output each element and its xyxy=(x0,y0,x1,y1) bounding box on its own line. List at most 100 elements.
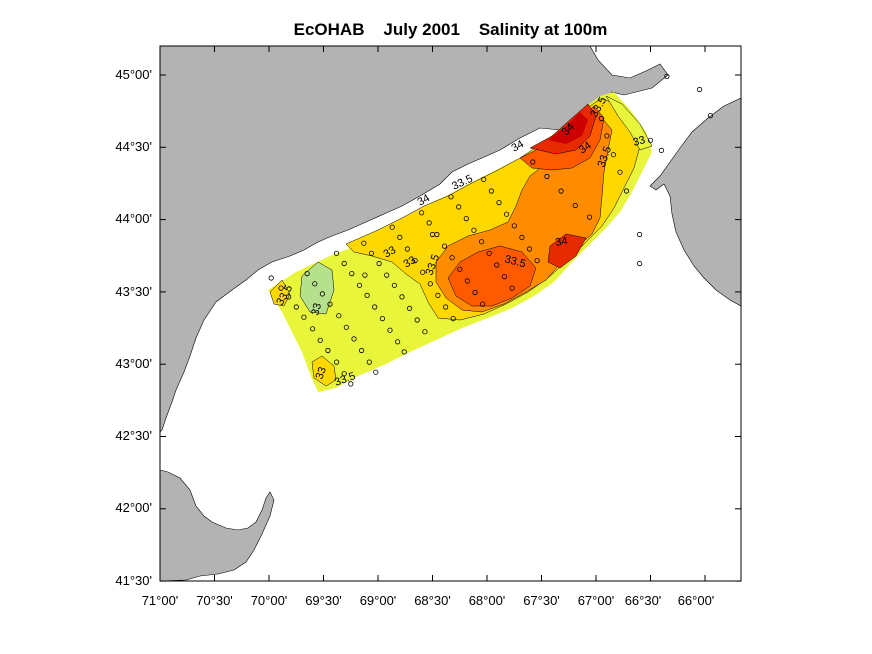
x-tick-label: 70°00' xyxy=(251,593,288,608)
station-marker xyxy=(519,234,525,240)
station-marker xyxy=(317,337,323,343)
station-marker xyxy=(464,278,470,284)
station-marker xyxy=(448,194,454,200)
land-nova-scotia xyxy=(649,97,741,307)
station-marker xyxy=(387,327,393,333)
station-marker xyxy=(463,216,469,222)
station-marker xyxy=(636,231,643,238)
station-marker xyxy=(494,262,500,268)
station-marker xyxy=(268,275,274,281)
x-tick-label: 66°30' xyxy=(625,593,662,608)
station-marker xyxy=(427,281,433,287)
station-marker xyxy=(422,329,428,335)
y-tick-label: 44°30' xyxy=(115,139,152,154)
station-marker xyxy=(636,260,643,267)
contour-label: 33 xyxy=(314,365,329,381)
station-marker xyxy=(604,133,610,139)
salinity-fill-32-5-east xyxy=(605,95,653,151)
contour-label: 34 xyxy=(510,138,527,155)
station-marker xyxy=(496,200,502,206)
salinity-fill-35-south xyxy=(547,233,587,269)
contour-label: 33 xyxy=(402,254,419,271)
station-marker xyxy=(399,294,405,300)
station-marker xyxy=(429,231,436,238)
station-marker xyxy=(351,336,357,342)
station-marker xyxy=(397,234,403,240)
contour-label: 33 xyxy=(309,302,324,317)
map-title: EcOHAB July 2001 Salinity at 100m xyxy=(293,20,608,39)
station-marker xyxy=(418,210,425,216)
y-tick-label: 44°00' xyxy=(115,211,152,226)
station-marker xyxy=(373,369,379,375)
station-marker xyxy=(358,347,365,354)
station-marker xyxy=(412,257,418,264)
station-marker xyxy=(406,305,413,311)
station-marker xyxy=(488,188,494,194)
station-marker xyxy=(304,270,310,277)
x-tick-label: 68°30' xyxy=(414,593,451,608)
contour-label: 34 xyxy=(554,235,568,249)
station-marker xyxy=(586,214,593,220)
station-marker xyxy=(401,349,407,355)
station-marker xyxy=(471,227,477,233)
station-marker xyxy=(319,291,325,297)
station-marker xyxy=(389,224,395,230)
salinity-fill-33-patch-west xyxy=(269,279,291,307)
x-tick-label: 70°30' xyxy=(196,593,233,608)
station-marker xyxy=(364,292,370,298)
station-marker xyxy=(327,301,333,307)
station-marker xyxy=(420,269,426,275)
station-marker xyxy=(544,173,550,180)
contour-label: 33 xyxy=(382,244,399,261)
station-marker xyxy=(617,169,623,175)
salinity-fill-35-5 xyxy=(548,112,588,144)
y-tick-label: 43°00' xyxy=(115,356,152,371)
contour-label: 34 xyxy=(416,192,433,209)
station-marker xyxy=(450,315,456,322)
station-marker xyxy=(707,113,714,119)
station-marker xyxy=(526,246,533,252)
station-marker xyxy=(394,339,401,345)
station-marker xyxy=(647,137,654,143)
station-marker xyxy=(442,304,449,310)
station-marker xyxy=(404,246,410,252)
contour-label: 34 xyxy=(577,140,594,157)
station-marker xyxy=(503,211,510,217)
station-marker xyxy=(511,223,517,229)
station-marker xyxy=(333,250,340,256)
station-marker xyxy=(501,273,507,280)
contour-labels: 33.5 33 33.5 33 33 33.5 34 33.5 33.5 34 … xyxy=(274,95,646,389)
salinity-field xyxy=(268,92,653,392)
station-marker xyxy=(301,314,307,320)
station-marker xyxy=(361,240,367,246)
axis-ticks xyxy=(159,46,741,582)
station-marker xyxy=(379,315,385,322)
salinity-fill-33-patch-south xyxy=(311,355,337,387)
station-marker xyxy=(456,204,462,210)
station-marker xyxy=(530,159,536,165)
station-marker xyxy=(348,381,354,387)
station-marker xyxy=(478,239,485,245)
contour-label: 33 xyxy=(632,134,647,149)
station-marker xyxy=(481,176,487,182)
contour-label: 33.5 xyxy=(503,253,527,270)
station-marker xyxy=(278,285,284,291)
station-marker xyxy=(610,152,617,158)
station-marker xyxy=(414,317,420,323)
y-tick-label: 42°30' xyxy=(115,428,152,443)
station-markers xyxy=(268,73,714,387)
station-marker xyxy=(457,266,463,272)
station-marker xyxy=(426,220,432,226)
station-marker xyxy=(696,86,703,93)
station-marker xyxy=(333,359,340,365)
station-marker xyxy=(372,304,378,310)
x-axis-labels: 71°00' 70°30' 70°00' 69°30' 69°00' 68°30… xyxy=(142,593,715,608)
station-marker xyxy=(376,260,382,267)
y-tick-label: 45°00' xyxy=(115,67,152,82)
station-marker xyxy=(664,73,670,80)
station-marker xyxy=(384,272,390,278)
station-marker xyxy=(362,272,368,278)
station-marker xyxy=(441,243,448,249)
station-marker xyxy=(341,260,347,267)
